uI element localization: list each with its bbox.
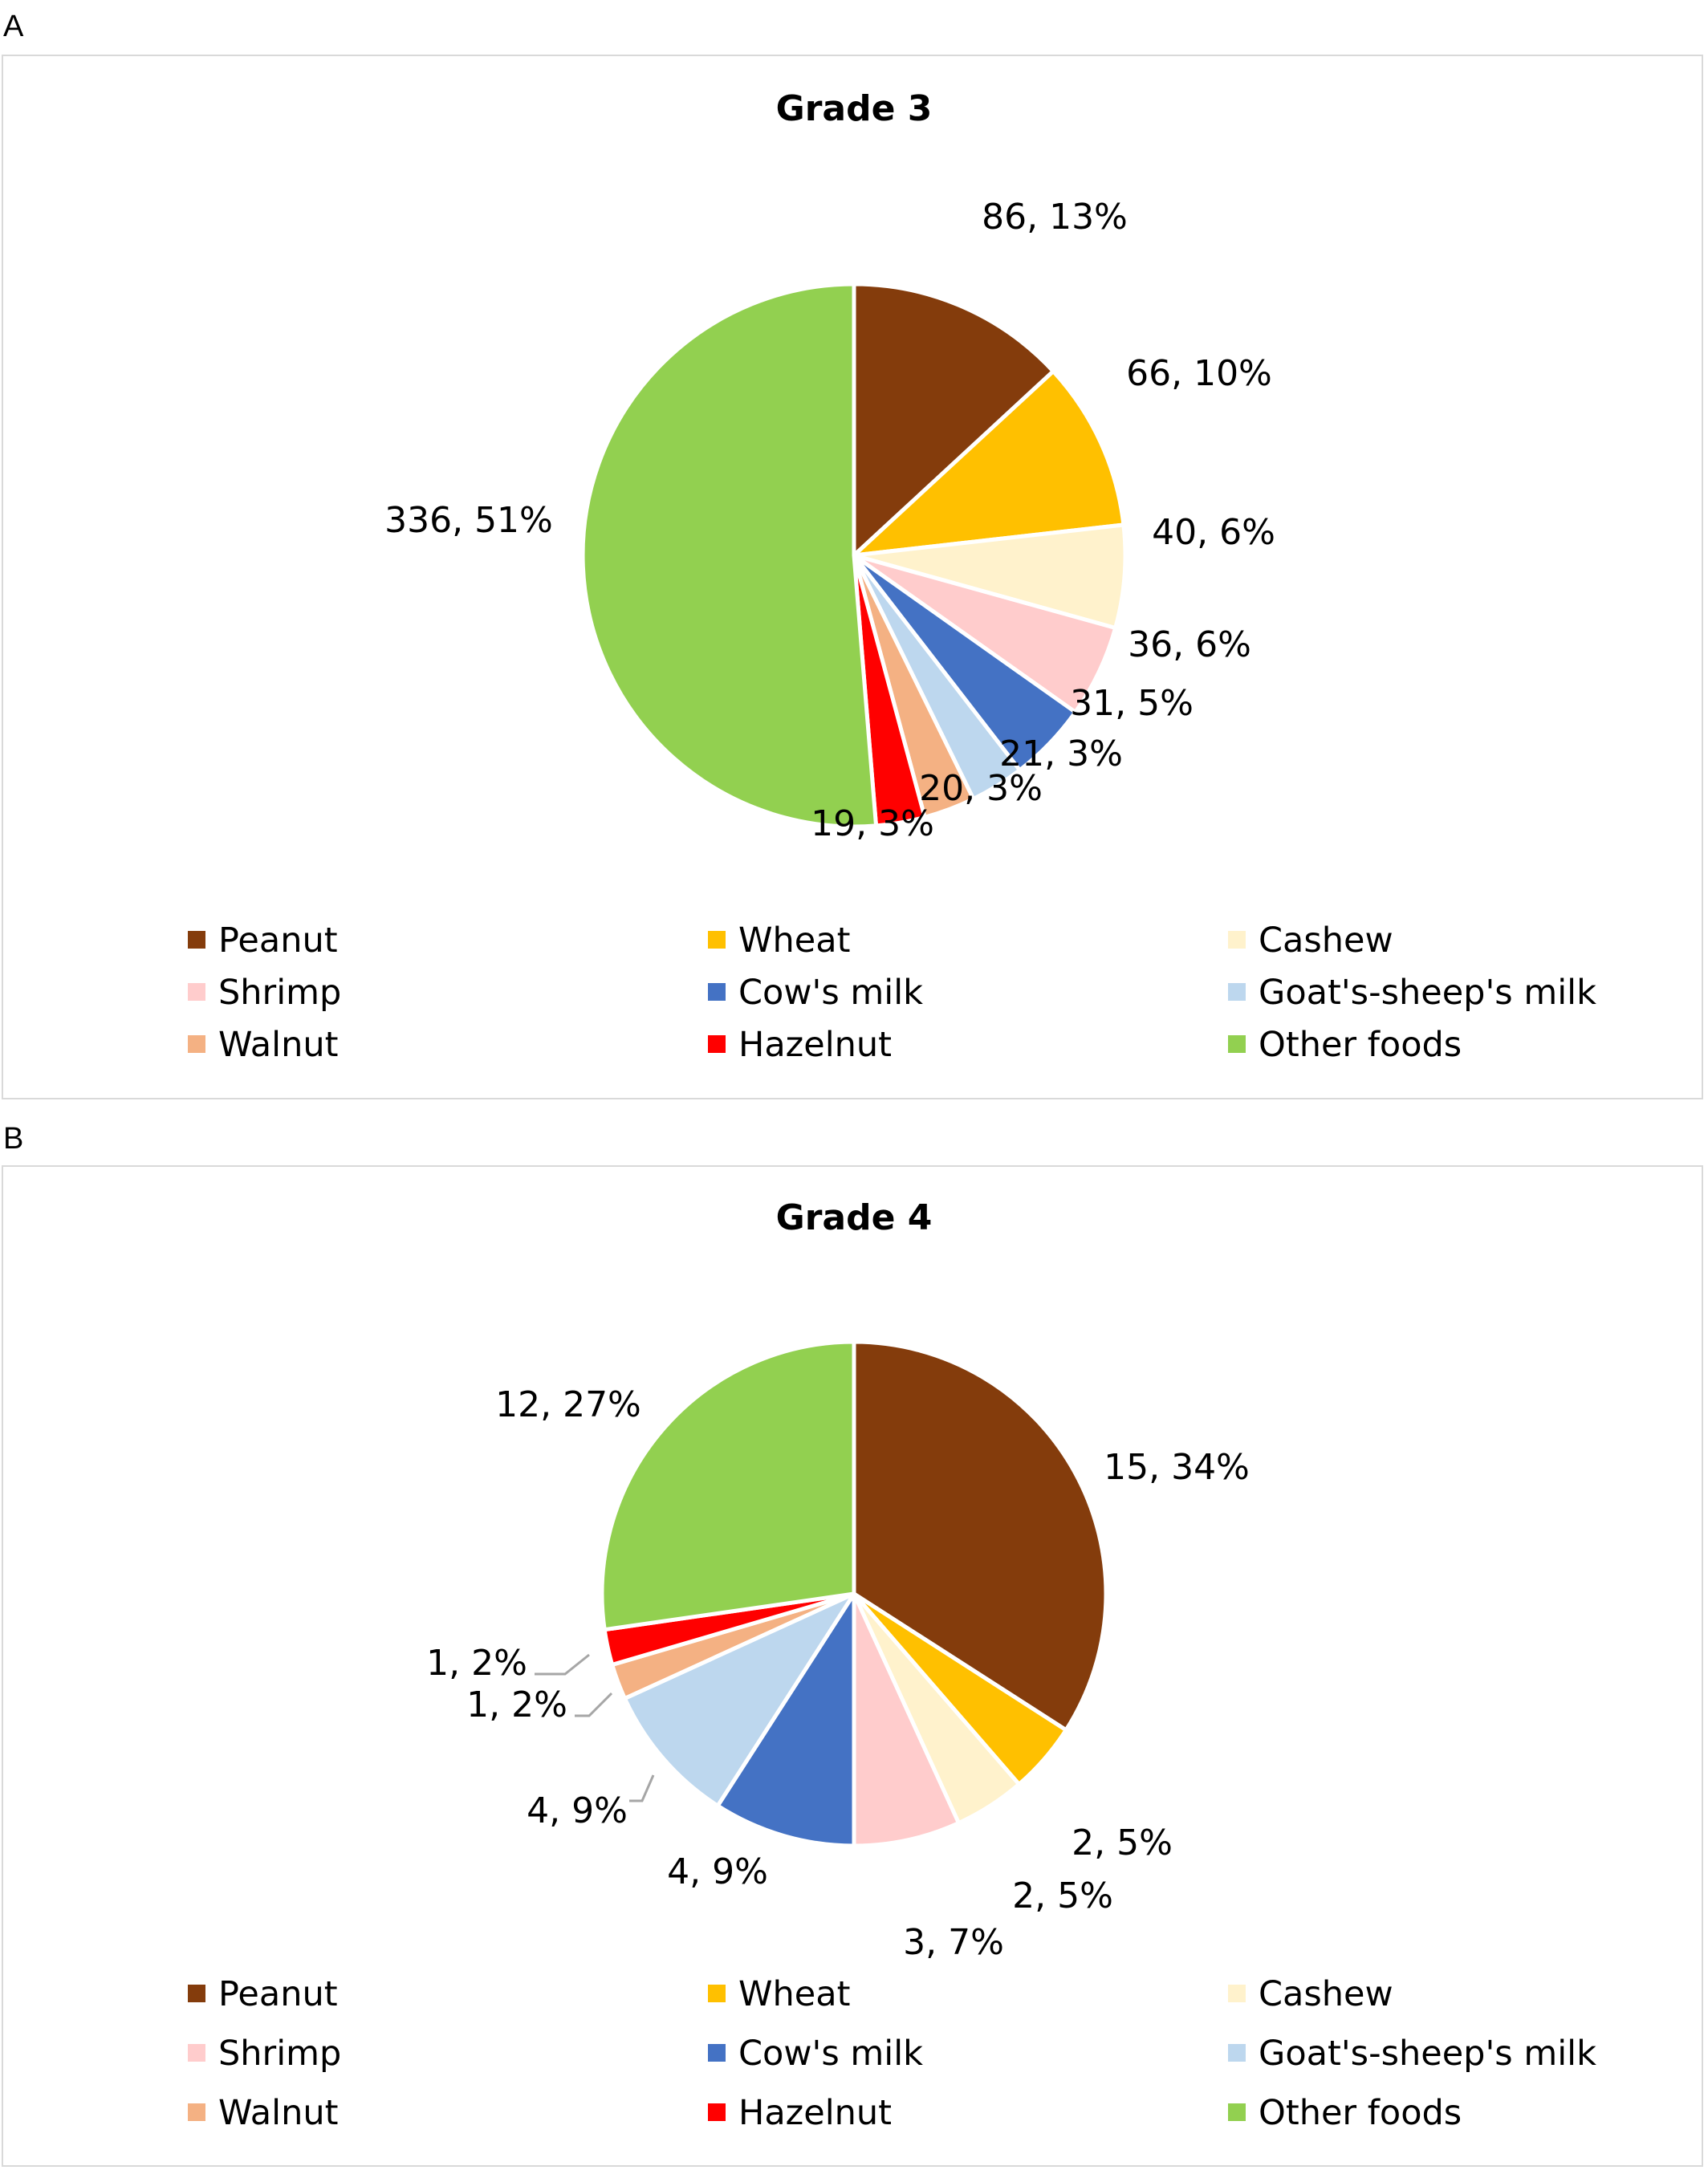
chart-panel-grade-3: Grade 3 86, 13% 66, 10% 40, 6% 36, 6% 31, 5% 2…: [2, 55, 1703, 1099]
legend-swatch-goat-s-sheep-s-milk: [1228, 983, 1246, 1001]
pie-slice-cow-s-milk: [715, 1591, 856, 1848]
legend-swatch-peanut: [188, 931, 205, 949]
legend-label-peanut: Peanut: [218, 1974, 338, 2014]
legend-label-other-foods: Other foods: [1259, 1025, 1462, 1065]
legend-label-cashew: Cashew: [1259, 1974, 1393, 2014]
legend-label-goat-s-sheep-s-milk: Goat's-sheep's milk: [1259, 973, 1596, 1013]
pie-slice-other-foods: [600, 1339, 856, 1632]
data-label-walnut: 1, 2%: [466, 1684, 567, 1725]
legend-label-walnut: Walnut: [218, 1025, 338, 1065]
legend-label-cow-s-milk: Cow's milk: [738, 973, 923, 1013]
data-label-other-foods: 12, 27%: [495, 1384, 641, 1425]
legend-label-cashew: Cashew: [1259, 920, 1393, 961]
legend-swatch-cashew: [1228, 931, 1246, 949]
legend-swatch-hazelnut: [708, 2103, 726, 2121]
legend-swatch-other-foods: [1228, 1035, 1246, 1053]
legend-swatch-peanut: [188, 1985, 205, 2002]
data-label-walnut: 20, 3%: [919, 768, 1043, 809]
panel-a-letter: A: [3, 10, 24, 43]
pie-chart-grade-4: Grade 415, 34%2, 5%2, 5%3, 7%4, 9%4, 9%1…: [188, 1197, 1596, 2133]
data-label-goat-s-sheep-s-milk: 21, 3%: [999, 733, 1123, 774]
data-label-hazelnut: 19, 3%: [811, 803, 934, 844]
data-label-peanut: 86, 13%: [982, 197, 1128, 238]
legend-label-shrimp: Shrimp: [218, 2034, 341, 2074]
legend-label-shrimp: Shrimp: [218, 973, 341, 1013]
legend-swatch-cow-s-milk: [708, 2044, 726, 2062]
legend-swatch-wheat: [708, 1985, 726, 2002]
pie-slice-other-foods: [580, 282, 879, 829]
pie-slice-goat-s-sheep-s-milk: [622, 1591, 856, 1808]
legend-swatch-other-foods: [1228, 2103, 1246, 2121]
pie-slice-wheat: [852, 369, 1126, 558]
legend-swatch-cow-s-milk: [708, 983, 726, 1001]
legend-swatch-hazelnut: [708, 1035, 726, 1053]
legend-label-other-foods: Other foods: [1259, 2093, 1462, 2133]
chart-title: Grade 4: [776, 1197, 933, 1238]
data-label-hazelnut: 1, 2%: [426, 1643, 527, 1684]
data-label-wheat: 2, 5%: [1072, 1823, 1173, 1863]
data-label-shrimp: 3, 7%: [903, 1922, 1004, 1963]
legend-label-walnut: Walnut: [218, 2093, 338, 2133]
legend-swatch-wheat: [708, 931, 726, 949]
leader-line-walnut: [575, 1692, 613, 1717]
leader-line-goat-s-sheep-s-milk: [629, 1774, 655, 1802]
legend-swatch-walnut: [188, 1035, 205, 1053]
pie-chart-grade-3: Grade 3 86, 13% 66, 10% 40, 6% 36, 6% 31, 5% 2…: [188, 88, 1596, 1065]
legend-label-cow-s-milk: Cow's milk: [738, 2034, 923, 2074]
legend-label-hazelnut: Hazelnut: [738, 1025, 892, 1065]
data-label-cow-s-milk: 31, 5%: [1070, 683, 1194, 724]
legend-label-hazelnut: Hazelnut: [738, 2093, 892, 2133]
data-label-wheat: 66, 10%: [1126, 353, 1272, 394]
legend-swatch-walnut: [188, 2103, 205, 2121]
legend-label-wheat: Wheat: [738, 1974, 850, 2014]
pie-slice-cashew: [852, 522, 1128, 630]
pie-slice-peanut: [852, 282, 1055, 558]
panel-b-letter: B: [3, 1122, 24, 1156]
data-label-goat-s-sheep-s-milk: 4, 9%: [527, 1790, 628, 1831]
data-label-cow-s-milk: 4, 9%: [667, 1851, 768, 1892]
legend-label-goat-s-sheep-s-milk: Goat's-sheep's milk: [1259, 2034, 1596, 2074]
legend-swatch-shrimp: [188, 983, 205, 1001]
data-label-cashew: 40, 6%: [1152, 512, 1275, 553]
legend-swatch-shrimp: [188, 2044, 205, 2062]
pie-slice-shrimp: [852, 1591, 961, 1848]
data-label-cashew: 2, 5%: [1012, 1875, 1113, 1916]
legend-swatch-goat-s-sheep-s-milk: [1228, 2044, 1246, 2062]
legend-swatch-cashew: [1228, 1985, 1246, 2002]
chart-title: Grade 3: [776, 88, 933, 129]
leader-line-hazelnut: [535, 1653, 590, 1676]
legend-label-wheat: Wheat: [738, 920, 850, 961]
data-label-peanut: 15, 34%: [1104, 1447, 1250, 1488]
data-label-shrimp: 36, 6%: [1128, 624, 1251, 665]
legend-label-peanut: Peanut: [218, 920, 338, 961]
data-label-other-foods: 336, 51%: [384, 500, 553, 541]
chart-panel-grade-4: Grade 4 15, 34% 2, 5% 2, 5% 3, 7% 4, 9% 4, 9% 1…: [2, 1165, 1703, 2167]
